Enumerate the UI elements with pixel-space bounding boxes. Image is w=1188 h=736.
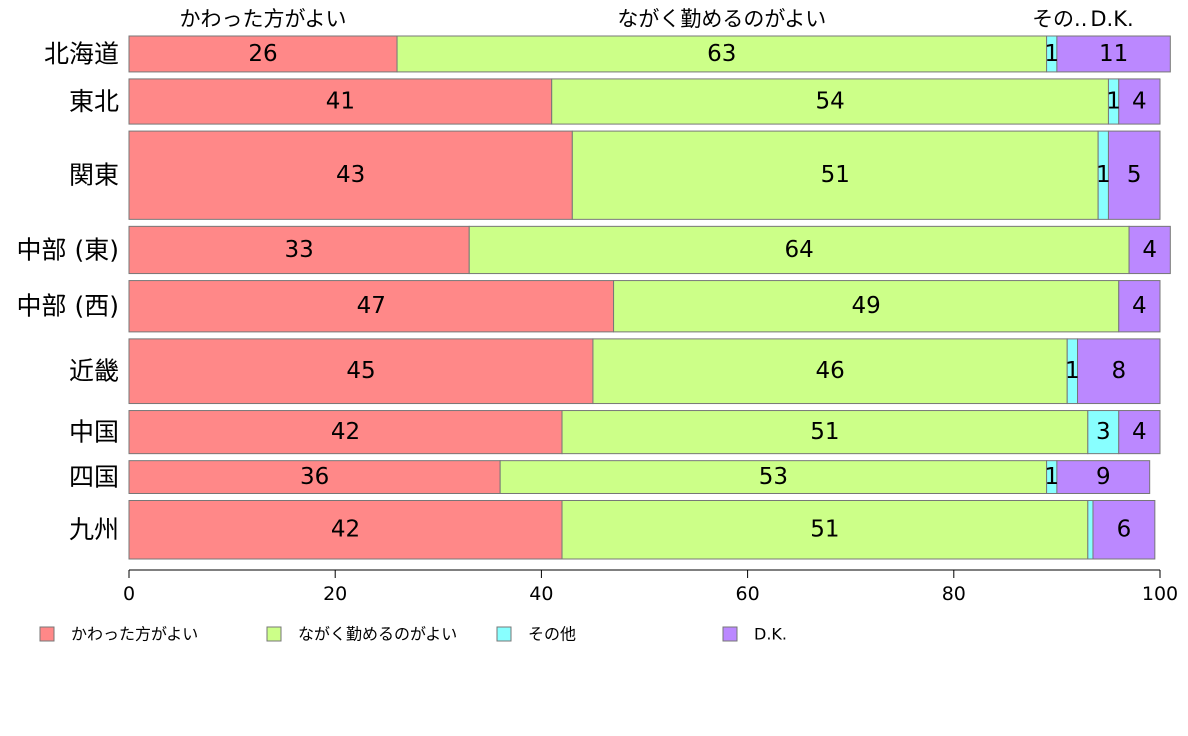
bar-segment: [1118, 280, 1161, 333]
x-tick-label: 40: [529, 583, 553, 605]
segment-label: 43: [336, 162, 365, 188]
bar-segment: [571, 130, 1099, 220]
segment-label: 46: [815, 358, 844, 384]
segment-label: 5: [1127, 162, 1142, 188]
bar-segment: [128, 338, 594, 405]
legend-label: その他: [528, 625, 576, 644]
bar-segment: [551, 78, 1109, 125]
bar-segment: [561, 410, 1089, 455]
segment-label: 36: [300, 464, 329, 490]
bar-segment: [1056, 460, 1151, 494]
segment-label: 49: [852, 293, 881, 319]
bar-segment: [128, 130, 573, 220]
segment-label: 53: [759, 464, 788, 490]
segment-label: 6: [1117, 517, 1132, 543]
legend-swatch: [266, 626, 282, 642]
segment-label: 42: [331, 419, 360, 445]
row-label: 中国: [69, 418, 119, 447]
bar-segment: [468, 225, 1130, 275]
row-label: 四国: [69, 463, 119, 492]
bar-segment: [1087, 410, 1120, 455]
segment-label: 11: [1099, 41, 1128, 67]
top-label: ながく勤めるのがよい: [617, 7, 826, 31]
segment-label: 1: [1044, 41, 1059, 67]
bar-segment: [1128, 225, 1171, 275]
bar-segment: [1056, 35, 1171, 73]
segment-label: 1: [1096, 162, 1111, 188]
row-label: 中部 (東): [17, 235, 119, 264]
bar-segment: [396, 35, 1048, 73]
x-tick-label: 0: [123, 583, 135, 605]
bar-segment: [128, 460, 501, 494]
legend-label: D.K.: [754, 625, 787, 644]
bar-segment: [128, 410, 563, 455]
segment-label: 41: [326, 89, 355, 115]
segment-label: 4: [1142, 237, 1157, 263]
segment-label: 51: [810, 517, 839, 543]
row-label: 北海道: [44, 39, 119, 68]
bar-segment: [1077, 338, 1161, 405]
bar-segment: [128, 499, 563, 560]
segment-label: 54: [815, 89, 844, 115]
segment-label: 4: [1132, 419, 1147, 445]
segment-label: 4: [1132, 293, 1147, 319]
top-label: D.K.: [1090, 7, 1133, 31]
bar-segment: [1118, 410, 1161, 455]
bar-segment: [128, 35, 398, 73]
bar-segment: [1087, 499, 1094, 560]
segment-label: 51: [810, 419, 839, 445]
segment-label: 63: [707, 41, 736, 67]
segment-label: 64: [785, 237, 814, 263]
segment-label: 3: [1096, 419, 1111, 445]
legend-swatch: [39, 626, 55, 642]
legend: かわった方がよい ながく勤めるのがよい その他 D.K.: [39, 625, 787, 644]
bar-segment: [592, 338, 1068, 405]
row-label: 東北: [69, 87, 119, 116]
segment-label: 45: [346, 358, 375, 384]
top-label: かわった方がよい: [180, 7, 347, 31]
bar-segment: [1092, 499, 1156, 560]
legend-label: ながく勤めるのがよい: [298, 625, 457, 644]
segment-label: 1: [1106, 89, 1121, 115]
x-tick-label: 60: [736, 583, 760, 605]
top-label: その..: [1032, 7, 1087, 31]
legend-swatch: [496, 626, 512, 642]
x-tick-label: 100: [1142, 583, 1178, 605]
bar-segment: [561, 499, 1089, 560]
bar-segment: [499, 460, 1048, 494]
bar-segment: [1118, 78, 1161, 125]
legend-label: かわった方がよい: [71, 625, 198, 644]
x-tick-label: 80: [942, 583, 966, 605]
row-label: 中部 (西): [17, 292, 119, 321]
bar-segment: [128, 225, 470, 275]
legend-swatch: [722, 626, 738, 642]
row-label: 関東: [69, 161, 119, 190]
segment-label: 42: [331, 517, 360, 543]
bar-segment: [613, 280, 1120, 333]
segment-label: 47: [357, 293, 386, 319]
segment-label: 4: [1132, 89, 1147, 115]
bar-segment: [1107, 130, 1161, 220]
segment-label: 9: [1096, 464, 1111, 490]
segment-label: 33: [284, 237, 313, 263]
segment-label: 51: [821, 162, 850, 188]
segment-label: 1: [1065, 358, 1080, 384]
row-label: 九州: [69, 515, 119, 544]
row-label: 近畿: [69, 357, 119, 386]
bar-segment: [128, 280, 615, 333]
x-axis: 0 20 40 60 80 100: [123, 569, 1178, 605]
top-labels: かわった方がよい ながく勤めるのがよい その.. D.K.: [180, 7, 1134, 31]
x-tick-label: 20: [323, 583, 347, 605]
segment-label: 1: [1044, 464, 1059, 490]
segment-label: 26: [248, 41, 277, 67]
segment-label: 8: [1111, 358, 1126, 384]
